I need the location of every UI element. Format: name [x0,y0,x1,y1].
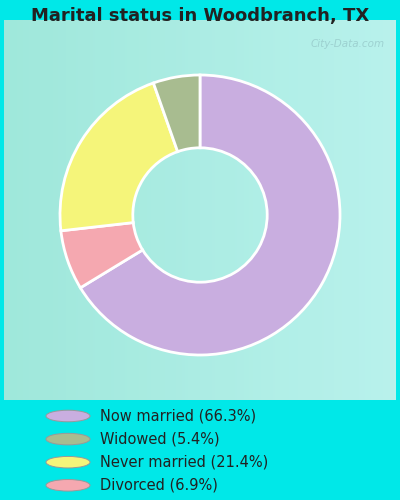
Circle shape [46,480,90,491]
Text: Marital status in Woodbranch, TX: Marital status in Woodbranch, TX [31,8,369,26]
Wedge shape [61,222,142,288]
Text: Now married (66.3%): Now married (66.3%) [100,408,256,424]
Wedge shape [80,75,340,355]
Wedge shape [154,75,200,152]
Text: City-Data.com: City-Data.com [310,39,384,49]
Circle shape [46,410,90,422]
Text: Never married (21.4%): Never married (21.4%) [100,454,268,469]
Wedge shape [60,83,178,231]
Circle shape [46,434,90,445]
Circle shape [46,456,90,468]
Text: Widowed (5.4%): Widowed (5.4%) [100,432,220,446]
Text: Divorced (6.9%): Divorced (6.9%) [100,478,218,493]
